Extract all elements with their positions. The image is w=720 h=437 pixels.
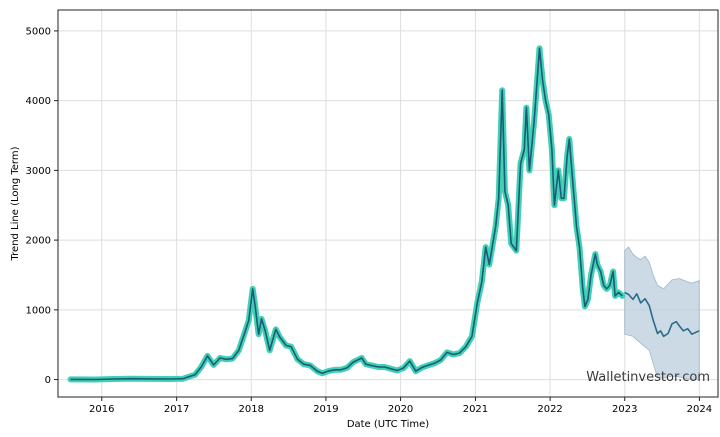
x-tick-label: 2016 <box>89 404 114 415</box>
y-tick-label: 3000 <box>26 166 51 177</box>
x-tick-label: 2018 <box>239 404 264 415</box>
x-tick-label: 2020 <box>388 404 413 415</box>
axis-ticks: 2016 2017 2018 2019 2020 2021 2022 2023 2024 0 100… <box>26 26 713 415</box>
y-tick-label: 1000 <box>26 305 51 316</box>
plot-frame <box>57 9 719 398</box>
walletinvestor-watermark: Walletinvestor.com <box>586 370 710 385</box>
y-tick-label: 5000 <box>26 26 51 37</box>
grid-lines <box>58 10 718 397</box>
y-tick-label: 4000 <box>26 96 51 107</box>
x-tick-label: 2022 <box>537 404 562 415</box>
x-tick-label: 2019 <box>313 404 338 415</box>
x-tick-label: 2021 <box>463 404 488 415</box>
y-axis-label: Trend Line (Long Term) <box>10 146 21 261</box>
x-tick-label: 2024 <box>687 404 712 415</box>
x-tick-label: 2017 <box>164 404 189 415</box>
y-tick-label: 2000 <box>26 236 51 247</box>
y-tick-label: 0 <box>45 375 51 386</box>
forecast-line <box>624 291 700 338</box>
forecast-confidence-band <box>624 246 700 381</box>
x-axis-label: Date (UTC Time) <box>347 419 429 430</box>
series-lines-layer <box>67 45 700 383</box>
x-tick-label: 2023 <box>612 404 637 415</box>
history-line-glow <box>67 45 626 383</box>
history-line <box>70 47 623 381</box>
forecast-band-layer <box>624 246 700 381</box>
